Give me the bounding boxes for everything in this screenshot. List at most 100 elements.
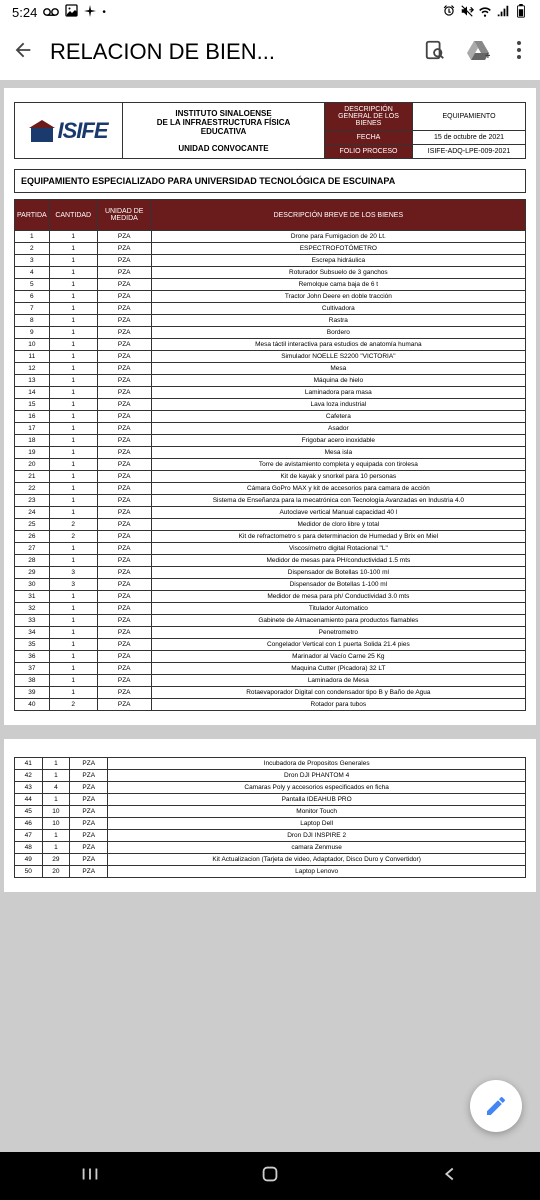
table-cell: 1 — [49, 399, 97, 411]
table-cell: Cafetera — [151, 411, 525, 423]
nav-home[interactable] — [259, 1163, 281, 1190]
table-row: 321PZATitulador Automatico — [15, 603, 526, 615]
table-cell: PZA — [97, 435, 151, 447]
table-row: 5020PZALaptop Lenovo — [15, 866, 526, 878]
table-cell: PZA — [70, 758, 108, 770]
table-cell: 1 — [49, 327, 97, 339]
table-cell: 41 — [15, 758, 43, 770]
table-cell: 1 — [42, 770, 70, 782]
table-cell: 2 — [49, 531, 97, 543]
table-cell: 13 — [15, 375, 50, 387]
table-cell: 1 — [42, 758, 70, 770]
table-cell: Titulador Automatico — [151, 603, 525, 615]
table-cell: Laminadora para masa — [151, 387, 525, 399]
table-row: 71PZACultivadora — [15, 303, 526, 315]
table-cell: 1 — [49, 363, 97, 375]
table-row: 381PZALaminadora de Mesa — [15, 675, 526, 687]
table-cell: 7 — [15, 303, 50, 315]
info-column: DESCRIPCIÓN GENERAL DE LOS BIENES EQUIPA… — [325, 103, 525, 158]
table-cell: Roturador Subsuelo de 3 ganchos — [151, 267, 525, 279]
table-cell: Rotador para tubos — [151, 699, 525, 711]
table-cell: 1 — [49, 387, 97, 399]
table-cell: PZA — [97, 279, 151, 291]
col-descripcion: DESCRIPCIÓN BREVE DE LOS BIENES — [151, 200, 525, 231]
app-bar: RELACION DE BIEN... + — [0, 24, 540, 80]
table-cell: 9 — [15, 327, 50, 339]
table-cell: PZA — [97, 699, 151, 711]
table-cell: 21 — [15, 471, 50, 483]
table-cell: Maquina Cutter (Picadora) 32 LT — [151, 663, 525, 675]
table-cell: 1 — [49, 375, 97, 387]
table-cell: Viscosímetro digital Rotacional "L" — [151, 543, 525, 555]
table-cell: 1 — [49, 495, 97, 507]
more-icon[interactable] — [510, 39, 528, 66]
table-row: 391PZARotaevaporador Digital con condens… — [15, 687, 526, 699]
alarm-icon — [442, 4, 456, 21]
table-cell: 1 — [49, 651, 97, 663]
table-cell: 27 — [15, 543, 50, 555]
svg-text:+: + — [485, 51, 490, 61]
table-cell: PZA — [97, 603, 151, 615]
table-cell: 16 — [15, 411, 50, 423]
table-cell: 29 — [42, 854, 70, 866]
table-row: 252PZAMedidor de cloro libre y total — [15, 519, 526, 531]
page-1: ISIFE INSTITUTO SINALOENSE DE LA INFRAES… — [4, 88, 536, 725]
table-cell: 46 — [15, 818, 43, 830]
desc-label: DESCRIPCIÓN GENERAL DE LOS BIENES — [325, 103, 413, 130]
table-cell: PZA — [97, 471, 151, 483]
table-cell: PZA — [70, 818, 108, 830]
table-row: 11PZADrone para Fumigacion de 20 Lt. — [15, 231, 526, 243]
table-row: 361PZAMarinador al Vacío Carne 25 Kg — [15, 651, 526, 663]
find-icon[interactable] — [424, 39, 446, 66]
nav-back[interactable] — [439, 1163, 461, 1190]
table-cell: PZA — [97, 387, 151, 399]
table-cell: Máquina de hielo — [151, 375, 525, 387]
table-cell: 31 — [15, 591, 50, 603]
table-cell: 1 — [49, 639, 97, 651]
table-cell: PZA — [97, 255, 151, 267]
table-row: 371PZAMaquina Cutter (Picadora) 32 LT — [15, 663, 526, 675]
table-row: 161PZACafetera — [15, 411, 526, 423]
table-row: 402PZARotador para tubos — [15, 699, 526, 711]
drive-icon[interactable]: + — [466, 39, 490, 66]
table-cell: 40 — [15, 699, 50, 711]
edit-fab[interactable] — [470, 1080, 522, 1132]
table-row: 303PZADispensador de Botellas 1-100 ml — [15, 579, 526, 591]
app-title: RELACION DE BIEN... — [50, 39, 408, 65]
table-cell: PZA — [97, 591, 151, 603]
table-cell: 14 — [15, 387, 50, 399]
table-cell: PZA — [97, 651, 151, 663]
table-cell: 1 — [49, 483, 97, 495]
table-row: 201PZATorre de avistamiento completa y e… — [15, 459, 526, 471]
table-cell: 30 — [15, 579, 50, 591]
table-row: 262PZAKit de refractometro s para determ… — [15, 531, 526, 543]
table-cell: 29 — [15, 567, 50, 579]
table-cell: 10 — [42, 818, 70, 830]
table-cell: Mesa — [151, 363, 525, 375]
logo-text: ISIFE — [57, 118, 107, 144]
folio-value: ISIFE-ADQ-LPE-009-2021 — [413, 145, 525, 158]
table-cell: Tractor John Deere en doble tracción — [151, 291, 525, 303]
table-cell: 1 — [49, 411, 97, 423]
table-cell: 2 — [15, 243, 50, 255]
table-cell: PZA — [97, 687, 151, 699]
table-cell: 1 — [15, 231, 50, 243]
table-cell: 1 — [49, 591, 97, 603]
table-cell: Medidor de mesa para ph/ Conductividad 3… — [151, 591, 525, 603]
document-viewport[interactable]: ISIFE INSTITUTO SINALOENSE DE LA INFRAES… — [0, 80, 540, 1152]
back-button[interactable] — [12, 39, 34, 66]
table-cell: Congelador Vertical con 1 puerta Solida … — [151, 639, 525, 651]
table-cell: 49 — [15, 854, 43, 866]
nav-recents[interactable] — [79, 1163, 101, 1190]
table-cell: 3 — [15, 255, 50, 267]
table-row: 171PZAAsador — [15, 423, 526, 435]
table-cell: 1 — [49, 543, 97, 555]
table-cell: 1 — [49, 279, 97, 291]
table-cell: 20 — [15, 459, 50, 471]
dot-icon: • — [102, 7, 106, 18]
table-cell: 12 — [15, 363, 50, 375]
table-cell: 1 — [49, 555, 97, 567]
institute-cell: INSTITUTO SINALOENSE DE LA INFRAESTRUCTU… — [123, 103, 325, 158]
table-cell: 11 — [15, 351, 50, 363]
logo-mark — [29, 120, 55, 142]
